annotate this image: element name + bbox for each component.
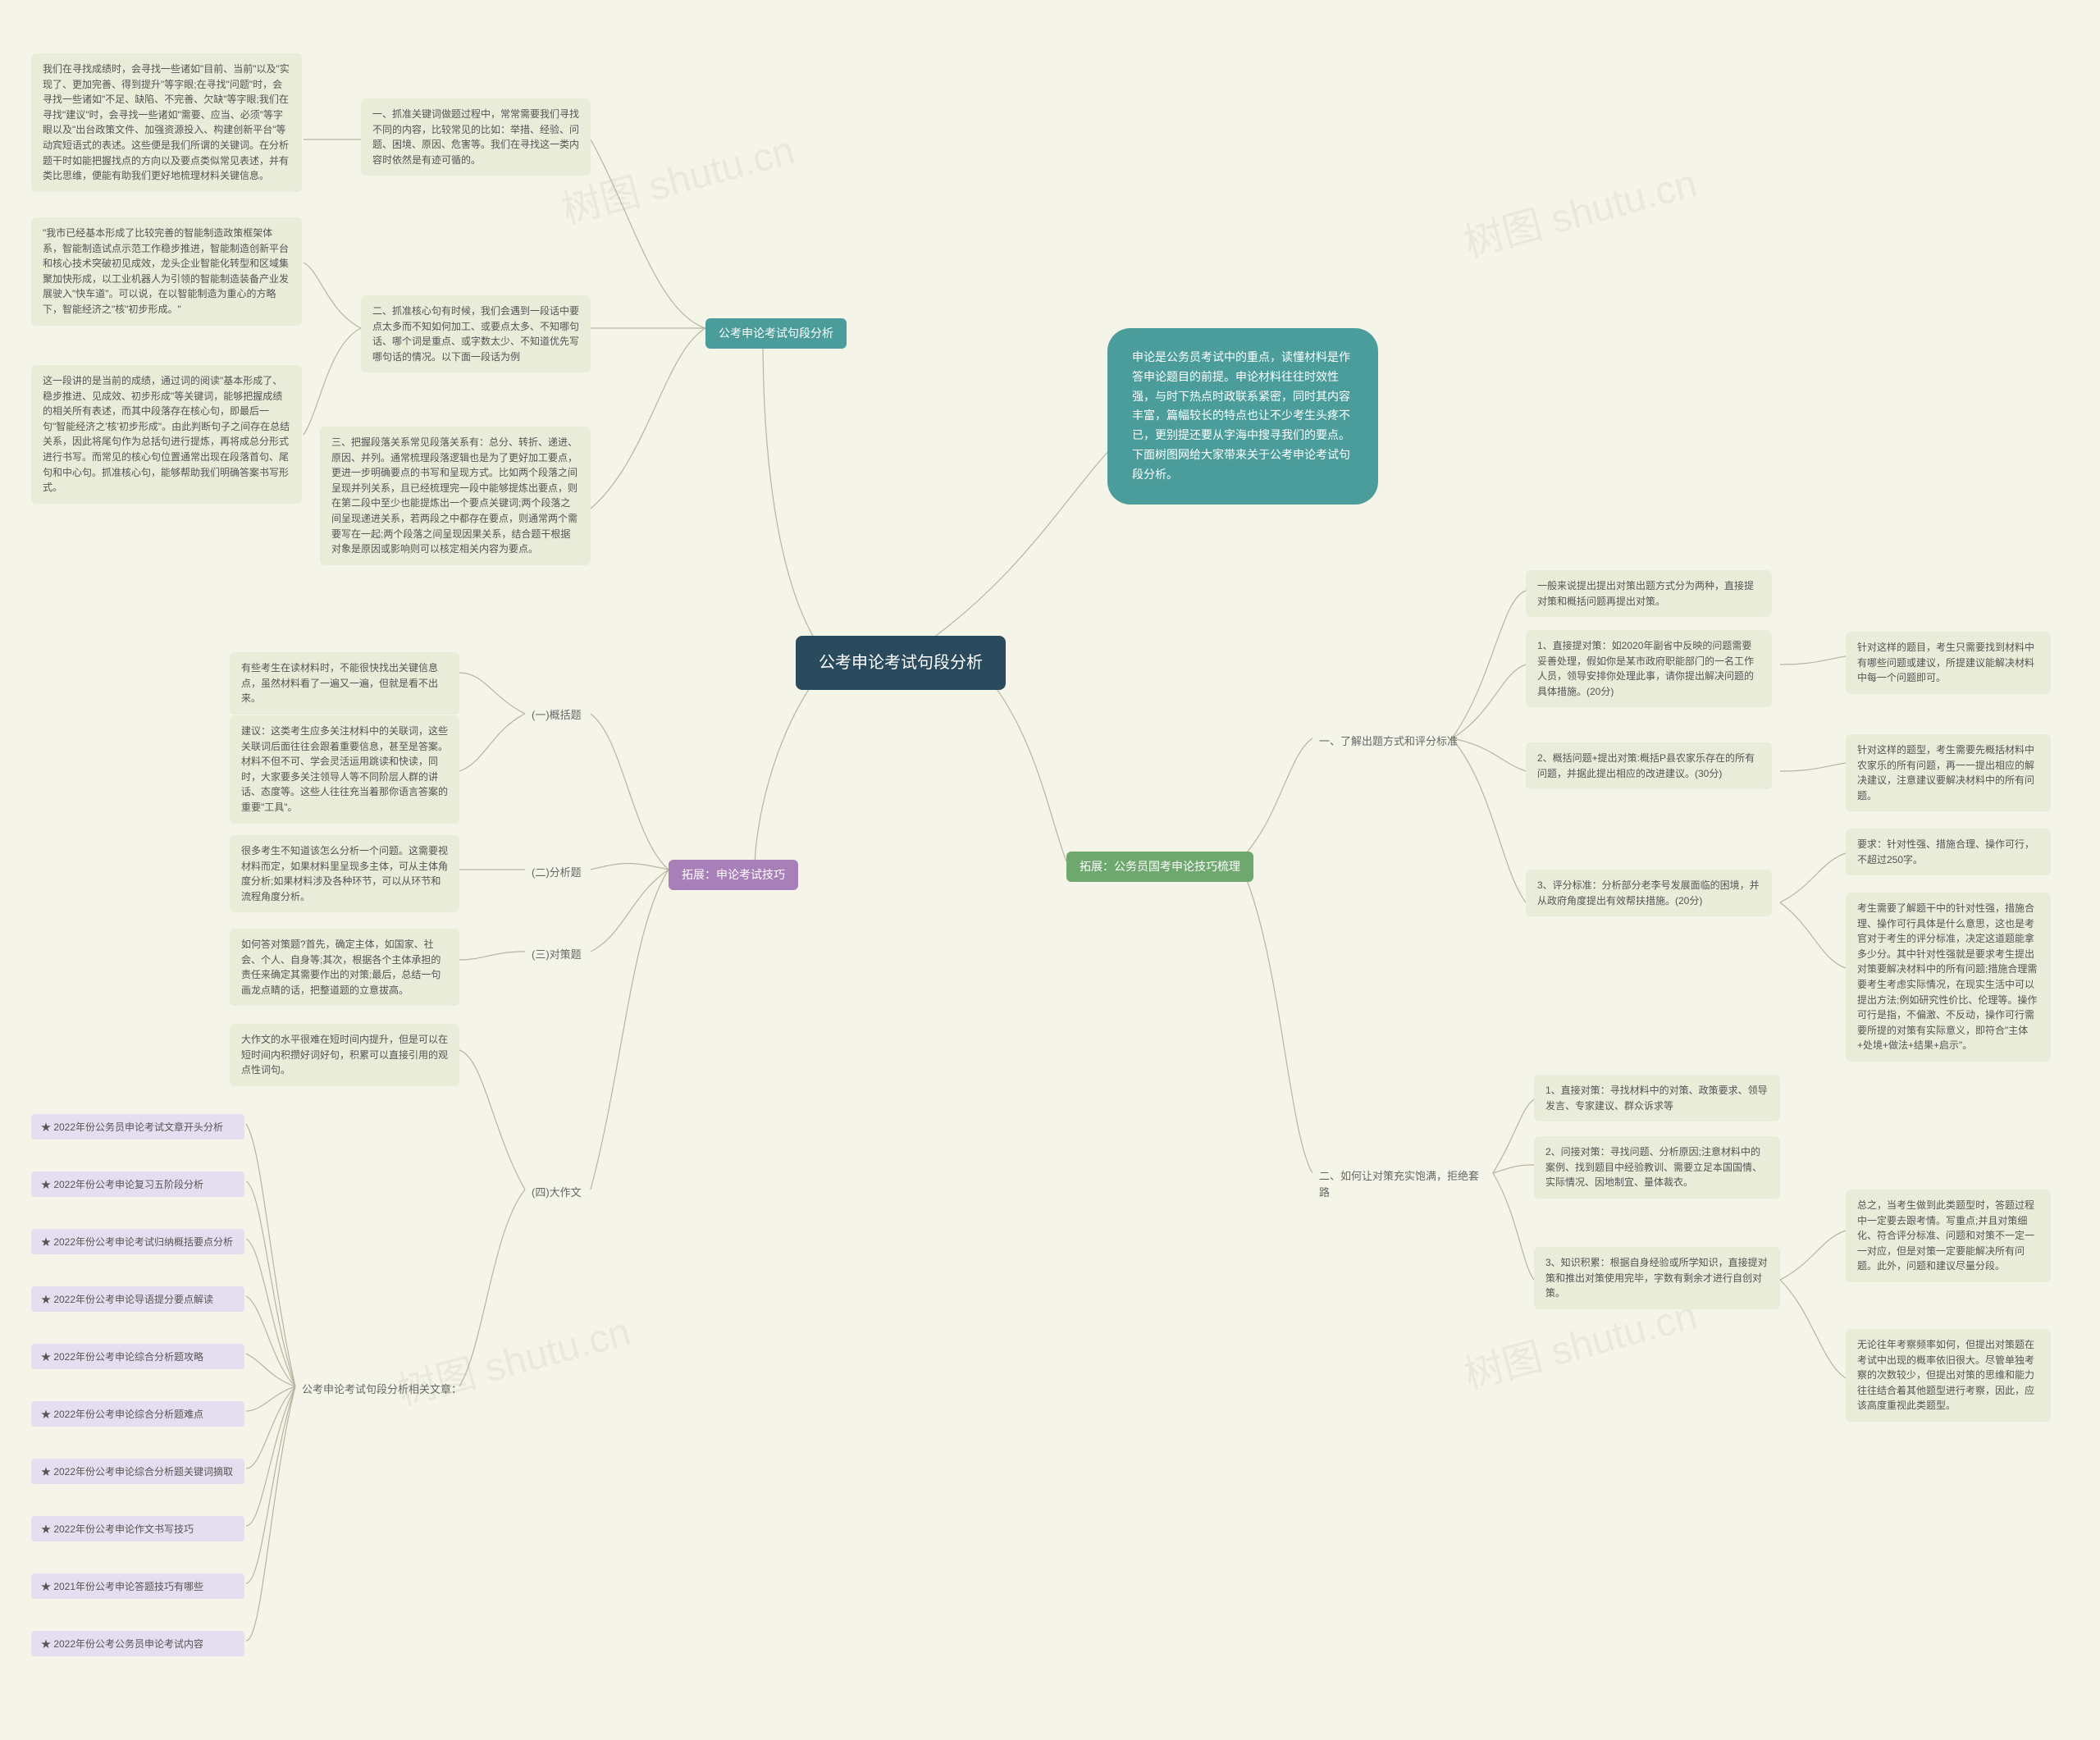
b2-s1-label: (一)概括题 (525, 704, 588, 727)
b3-s1-d: 3、评分标准：分析部分老李号发展面临的困境，并从政府角度提出有效帮扶措施。(20… (1526, 870, 1772, 916)
b2-s1-b: 建议：这类考生应多关注材料中的关联词，这些关联词后面往往会跟着重要信息，甚至是答… (230, 715, 459, 824)
b3-s2-label: 二、如何让对策充实饱满，拒绝套路 (1312, 1165, 1493, 1203)
b3-s1-b: 1、直接提对策：如2020年副省中反映的问题需要妥善处理，假如你是某市政府职能部… (1526, 630, 1772, 707)
b2-s1-a: 有些考生在读材料时，不能很快找出关键信息点，虽然材料看了一遍又一遍，但就是看不出… (230, 652, 459, 715)
rel-item-5[interactable]: ★ 2022年份公考申论综合分析题难点 (31, 1401, 244, 1427)
branch-b2[interactable]: 拓展：申论考试技巧 (669, 860, 798, 890)
b3-s1-c: 2、概括问题+提出对策:概括P县农家乐存在的所有问题，并据此提出相应的改进建议。… (1526, 742, 1772, 789)
rel-item-0[interactable]: ★ 2022年份公务员申论考试文章开头分析 (31, 1114, 244, 1139)
b3-s2-c1: 总之，当考生做到此类题型时，答题过程中一定要去跟考情。写重点;并且对策细化、符合… (1846, 1190, 2051, 1282)
b3-s1-label: 一、了解出题方式和评分标准 (1312, 730, 1464, 753)
b2-s2-a: 很多考生不知道该怎么分析一个问题。这需要视材料而定，如果材料里呈现多主体，可从主… (230, 835, 459, 912)
intro-bubble: 申论是公务员考试中的重点，读懂材料是作答申论题目的前提。申论材料往往时效性强，与… (1107, 328, 1378, 505)
rel-item-4[interactable]: ★ 2022年份公考申论综合分析题攻略 (31, 1344, 244, 1369)
watermark: 树图 shutu.cn (555, 118, 800, 235)
b3-s2-c: 3、知识积累：根据自身经验或所学知识，直接提对策和推出对策使用完毕，字数有剩余才… (1534, 1247, 1780, 1309)
b3-s1-b1: 针对这样的题目，考生只需要找到材料中有哪些问题或建议，所提建议能解决材料中每一个… (1846, 632, 2051, 694)
rel-item-3[interactable]: ★ 2022年份公考申论导语提分要点解读 (31, 1286, 244, 1312)
b1-n2: 二、抓准核心句有时候，我们会遇到一段话中要点太多而不知如何加工、或要点太多、不知… (361, 295, 591, 372)
rel-item-1[interactable]: ★ 2022年份公考申论复习五阶段分析 (31, 1171, 244, 1197)
b3-s1-d1: 要求：针对性强、措施合理、操作可行，不超过250字。 (1846, 829, 2051, 875)
center-topic[interactable]: 公考申论考试句段分析 (796, 636, 1006, 690)
watermark: 树图 shutu.cn (1457, 151, 1702, 268)
b3-s2-b: 2、问接对策：寻找问题、分析原因;注意材料中的案例、找到题目中经验教训、需要立足… (1534, 1136, 1780, 1199)
b3-s1-c1: 针对这样的题型，考生需要先概括材料中农家乐的所有问题，再一一提出相应的解决建议，… (1846, 734, 2051, 811)
branch-b3[interactable]: 拓展：公务员国考申论技巧梳理 (1066, 852, 1253, 882)
b2-s3-label: (三)对策题 (525, 943, 588, 966)
b1-n2a: "我市已经基本形成了比较完善的智能制造政策框架体系，智能制造试点示范工作稳步推进… (31, 217, 302, 326)
rel-item-7[interactable]: ★ 2022年份公考申论作文书写技巧 (31, 1516, 244, 1541)
branch-b1[interactable]: 公考申论考试句段分析 (705, 318, 847, 349)
rel-item-8[interactable]: ★ 2021年份公考申论答题技巧有哪些 (31, 1573, 244, 1599)
b2-s4-label: (四)大作文 (525, 1181, 588, 1204)
rel-item-9[interactable]: ★ 2022年份公考公务员申论考试内容 (31, 1631, 244, 1656)
b1-n1a: 我们在寻找成绩时，会寻找一些诸如"目前、当前"以及"实现了、更加完善、得到提升"… (31, 53, 302, 192)
b2-rel-label: 公考申论考试句段分析相关文章： (295, 1378, 468, 1401)
b3-s1-a: 一般来说提出提出对策出题方式分为两种，直接提对策和概括问题再提出对策。 (1526, 570, 1772, 617)
rel-item-2[interactable]: ★ 2022年份公考申论考试归纳概括要点分析 (31, 1229, 244, 1254)
b2-s2-label: (二)分析题 (525, 861, 588, 884)
b2-s3-a: 如何答对策题?首先，确定主体，如国家、社会、个人、自身等;其次，根据各个主体承担… (230, 929, 459, 1006)
b3-s1-d2: 考生需要了解题干中的针对性强，措施合理、操作可行具体是什么意思，这也是考官对于考… (1846, 893, 2051, 1062)
b1-n2b: 这一段讲的是当前的成绩，通过词的阅读"基本形成了、稳步推进、见成效、初步形成"等… (31, 365, 302, 504)
rel-item-6[interactable]: ★ 2022年份公考申论综合分析题关键词摘取 (31, 1459, 244, 1484)
b1-n3: 三、把握段落关系常见段落关系有：总分、转折、递进、原因、并列。通常梳理段落逻辑也… (320, 427, 591, 565)
b2-s4-a: 大作文的水平很难在短时间内提升，但是可以在短时间内积攒好词好句，积累可以直接引用… (230, 1024, 459, 1086)
b3-s2-c2: 无论往年考察频率如何，但提出对策题在考试中出现的概率依旧很大。尽管单独考察的次数… (1846, 1329, 2051, 1422)
b3-s2-a: 1、直接对策：寻找材料中的对策、政策要求、领导发言、专家建议、群众诉求等 (1534, 1075, 1780, 1121)
b1-n1: 一、抓准关键词做题过程中，常常需要我们寻找不同的内容，比较常见的比如：举措、经验… (361, 98, 591, 176)
